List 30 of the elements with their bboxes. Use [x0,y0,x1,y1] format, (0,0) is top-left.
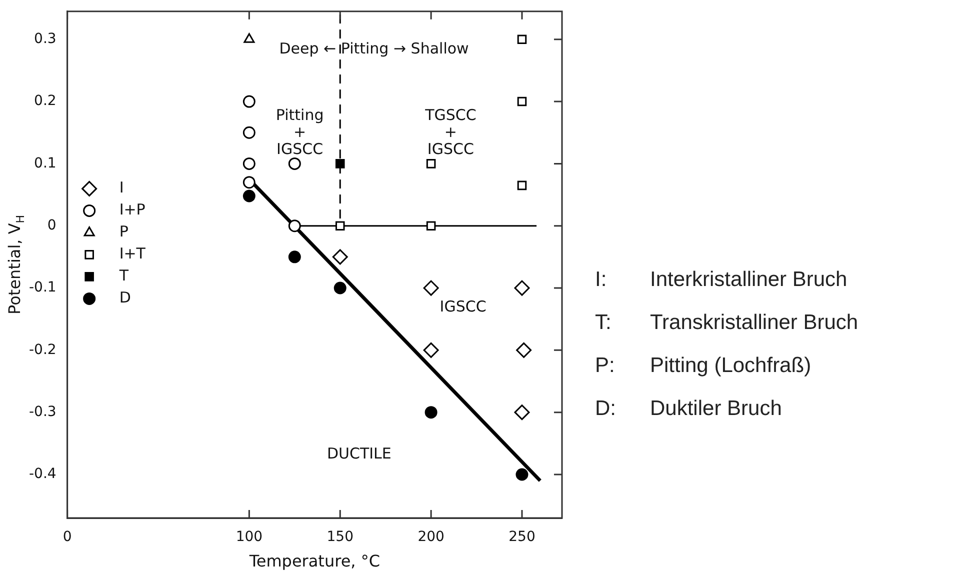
text: P: Pitting (Lochfraß) [595,354,812,377]
annotation: DUCTILE [326,444,392,463]
legend-label: I [119,178,124,197]
x-tick-label: 200 [418,529,444,546]
y-tick-label: 0 [47,217,56,234]
y-tick-label: -0.4 [28,466,56,482]
text: I: Interkristalliner Bruch [595,268,848,291]
legend-label: T [118,266,130,285]
annotation: IGSCC [440,298,486,316]
y-tick-label: -0.2 [28,342,56,358]
legend-label: I+P [119,200,146,219]
y-tick-label: -0.1 [28,280,56,296]
x-tick-label: 0 [62,529,72,546]
legend-label: D [119,288,131,307]
y-tick-label: 0.2 [34,93,56,110]
legend-label: I+T [119,244,146,263]
annotation: Deep ← Pitting → Shallow [279,39,469,58]
text: D: Duktiler Bruch [595,397,782,420]
y-tick-label: 0.1 [34,155,56,172]
y-tick-label: 0.3 [34,31,56,48]
y-tick-label: -0.3 [28,404,56,420]
y-axis-title: Potential, VH [5,214,27,314]
text: T: Transkristalliner Bruch [595,311,858,334]
legend-label: P [119,222,128,241]
annotation: TGSCC + IGSCC [424,106,476,158]
annotation: Pitting + IGSCC [276,106,324,158]
x-tick-label: 150 [326,529,354,546]
x-axis-title: Temperature, °C [248,552,380,571]
x-tick-label: 250 [508,529,536,546]
x-tick-label: 100 [236,529,263,546]
